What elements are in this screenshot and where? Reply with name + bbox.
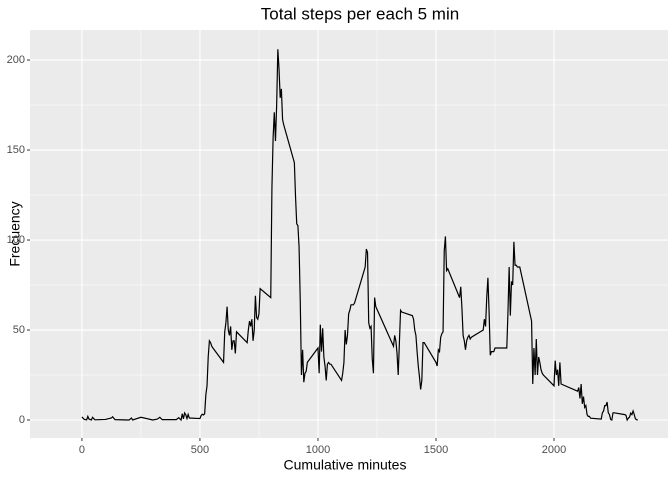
x-tick-label: 0 xyxy=(79,444,85,456)
plot-panel xyxy=(30,30,668,438)
y-tick-label: 100 xyxy=(7,234,25,246)
x-tick-label: 500 xyxy=(191,444,209,456)
x-tick-label: 1500 xyxy=(424,444,448,456)
y-tick-label: 150 xyxy=(7,144,25,156)
data-line xyxy=(81,49,638,422)
x-tick-label: 2000 xyxy=(542,444,566,456)
y-tick-label: 0 xyxy=(19,414,25,426)
x-axis-label: Cumulative minutes xyxy=(284,457,407,473)
chart-title: Total steps per each 5 min xyxy=(261,4,459,23)
y-tick-label: 50 xyxy=(13,324,25,336)
y-tick-label: 200 xyxy=(7,54,25,66)
y-axis-label: Frecuency xyxy=(7,201,23,266)
x-tick-label: 1000 xyxy=(306,444,330,456)
